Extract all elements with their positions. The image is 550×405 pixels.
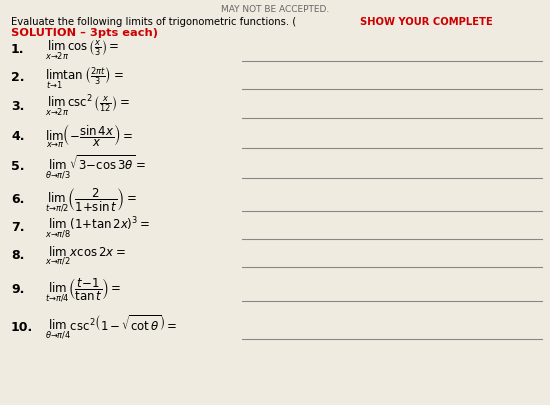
- Text: 4.: 4.: [11, 130, 25, 143]
- Text: $\lim_{t \to \pi/2} \left(\dfrac{2}{1+\sin t}\right) =$: $\lim_{t \to \pi/2} \left(\dfrac{2}{1+\s…: [45, 186, 137, 213]
- Text: MAY NOT BE ACCEPTED.: MAY NOT BE ACCEPTED.: [221, 5, 329, 14]
- Text: 7.: 7.: [11, 221, 25, 234]
- Text: $\lim_{x \to \pi} \left(-\dfrac{\sin 4x}{x}\right) =$: $\lim_{x \to \pi} \left(-\dfrac{\sin 4x}…: [45, 123, 133, 150]
- Text: $\lim_{\theta \to \pi/4} \csc^2\!\left(1 - \sqrt{\cot\theta}\right) =$: $\lim_{\theta \to \pi/4} \csc^2\!\left(1…: [45, 314, 178, 341]
- Text: $\lim_{x \to 2\pi} \csc^2\left(\frac{x}{12}\right) =$: $\lim_{x \to 2\pi} \csc^2\left(\frac{x}{…: [45, 94, 130, 119]
- Text: 1.: 1.: [11, 43, 25, 56]
- Text: $\lim_{\theta \to \pi/3} \sqrt{3 - \cos 3\theta} =$: $\lim_{\theta \to \pi/3} \sqrt{3 - \cos …: [45, 153, 146, 180]
- Text: $\lim_{x \to \pi/2} x\cos 2x =$: $\lim_{x \to \pi/2} x\cos 2x =$: [45, 245, 126, 267]
- Text: 3.: 3.: [11, 100, 24, 113]
- Text: Evaluate the following limits of trigonometric functions. (: Evaluate the following limits of trigono…: [11, 17, 296, 27]
- Text: 10.: 10.: [11, 321, 33, 334]
- Text: 6.: 6.: [11, 193, 24, 206]
- Text: $\lim_{t \to 1} \tan\left(\frac{2\pi t}{3}\right) =$: $\lim_{t \to 1} \tan\left(\frac{2\pi t}{…: [45, 65, 124, 90]
- Text: 2.: 2.: [11, 71, 25, 84]
- Text: $\lim_{x \to 2\pi} \cos\left(\frac{x}{3}\right) =$: $\lim_{x \to 2\pi} \cos\left(\frac{x}{3}…: [45, 38, 119, 61]
- Text: 8.: 8.: [11, 249, 24, 262]
- Text: $\lim_{x \to \pi/8} (1 + \tan 2x)^3 =$: $\lim_{x \to \pi/8} (1 + \tan 2x)^3 =$: [45, 215, 150, 240]
- Text: 5.: 5.: [11, 160, 25, 173]
- Text: SHOW YOUR COMPLETE: SHOW YOUR COMPLETE: [360, 17, 493, 27]
- Text: $\lim_{t \to \pi/4} \left(\dfrac{t-1}{\tan t}\right) =$: $\lim_{t \to \pi/4} \left(\dfrac{t-1}{\t…: [45, 276, 122, 303]
- Text: SOLUTION – 3pts each): SOLUTION – 3pts each): [11, 28, 158, 38]
- Text: 9.: 9.: [11, 283, 24, 296]
